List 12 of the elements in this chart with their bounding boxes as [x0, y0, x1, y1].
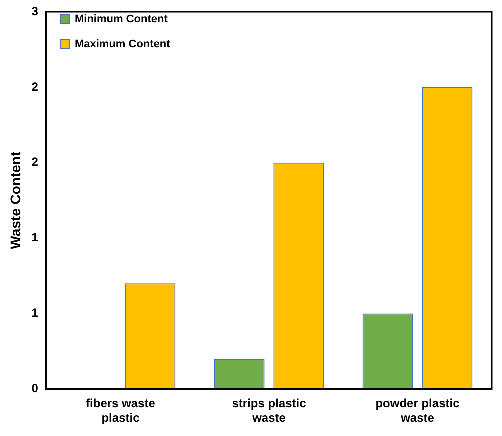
- x-tick-label: strips plastic waste: [232, 396, 307, 426]
- y-tick-label: 2: [32, 155, 39, 170]
- y-tick-label: 1: [32, 306, 39, 320]
- y-tick-label: 2: [32, 80, 39, 94]
- x-tick-label: fibers waste plastic: [86, 396, 156, 426]
- x-tick-label: powder plastic waste: [376, 396, 460, 426]
- legend-label: Maximum Content: [74, 38, 171, 51]
- y-axis-title: Waste Content: [7, 152, 24, 250]
- y-tick-label: 0: [32, 382, 39, 396]
- y-tick-label: 3: [32, 4, 39, 18]
- legend-label: Minimum Content: [74, 14, 168, 26]
- y-tick-label: 1: [32, 230, 39, 245]
